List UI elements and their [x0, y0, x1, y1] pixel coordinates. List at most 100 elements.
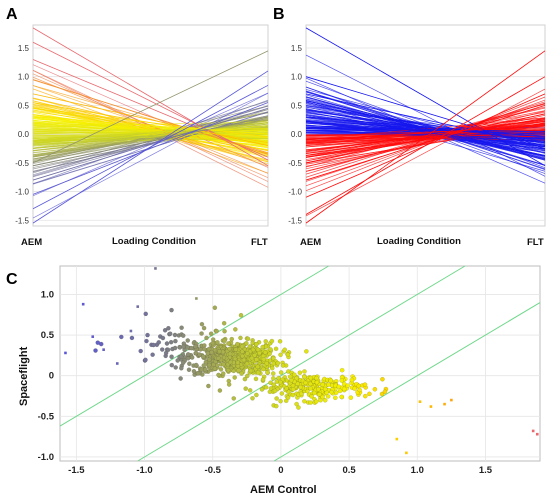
- panel-a-letter: A: [6, 6, 18, 23]
- data-point: [265, 370, 270, 375]
- data-point: [138, 348, 143, 354]
- data-point: [119, 334, 124, 340]
- data-point: [337, 388, 343, 394]
- data-point: [204, 335, 209, 341]
- y-tick-label: 1.0: [41, 289, 54, 300]
- data-point: [173, 338, 178, 344]
- x-tick-label: -1.5: [68, 465, 85, 476]
- y-tick-label: 0.5: [18, 101, 30, 110]
- panel-b-y-ticks: 1.5 1.0 0.5 0.0 -0.5 -1.0 -1.5: [288, 44, 302, 225]
- y-tick-label: 0.0: [18, 130, 30, 139]
- data-point: [357, 387, 362, 393]
- profile-line: [305, 100, 546, 156]
- data-point: [231, 368, 237, 374]
- data-point: [180, 360, 186, 366]
- data-point: [320, 382, 325, 387]
- data-point: [348, 395, 354, 400]
- panel-a-x-axis-label: Loading Condition: [112, 236, 196, 247]
- data-point: [248, 368, 254, 374]
- data-point: [178, 376, 183, 381]
- series-line: [305, 93, 546, 146]
- data-point: [322, 397, 328, 403]
- data-point: [200, 354, 206, 359]
- data-point: [301, 374, 307, 380]
- outlier-point: [535, 432, 539, 436]
- data-point: [308, 386, 313, 391]
- data-point: [160, 335, 166, 341]
- data-point: [253, 376, 259, 382]
- series-line: [305, 105, 546, 144]
- data-point: [93, 348, 98, 353]
- data-point: [314, 379, 320, 385]
- panel-c-letter: C: [6, 271, 18, 288]
- data-point: [205, 350, 211, 356]
- y-tick-label: 1.0: [18, 73, 30, 82]
- y-tick-label: 0.5: [41, 330, 55, 341]
- profile-line: [32, 137, 269, 143]
- data-point: [249, 355, 255, 361]
- series-line: [32, 102, 269, 195]
- data-point: [271, 376, 276, 381]
- data-point: [285, 352, 291, 357]
- data-point: [239, 344, 245, 349]
- data-point: [274, 396, 279, 401]
- data-point: [254, 357, 259, 362]
- data-point: [326, 382, 331, 387]
- data-point: [289, 377, 294, 383]
- x-tick-label: 0.5: [342, 465, 356, 476]
- profile-line: [32, 111, 269, 184]
- data-point: [212, 366, 218, 371]
- data-point: [143, 357, 148, 363]
- data-point: [273, 346, 279, 352]
- data-point: [166, 325, 171, 331]
- data-point: [260, 377, 266, 382]
- data-point: [328, 378, 333, 384]
- data-point: [201, 346, 207, 352]
- data-point: [318, 397, 323, 403]
- data-point: [242, 376, 248, 382]
- data-point: [214, 328, 219, 334]
- data-point: [244, 361, 250, 367]
- data-point: [372, 386, 378, 392]
- data-point: [238, 335, 243, 341]
- data-point: [227, 351, 233, 357]
- profile-line: [32, 124, 269, 137]
- data-point: [181, 344, 186, 349]
- data-point: [229, 336, 235, 342]
- profile-line: [305, 133, 546, 135]
- data-point: [380, 376, 385, 382]
- data-point: [211, 362, 216, 368]
- data-point: [362, 393, 368, 399]
- profile-line: [32, 129, 269, 134]
- data-point: [341, 386, 347, 392]
- data-point: [235, 360, 241, 365]
- data-point: [339, 367, 345, 373]
- data-point: [235, 341, 240, 347]
- data-point: [212, 305, 218, 311]
- data-point: [164, 341, 170, 346]
- panel-c-x-axis-label: AEM Control: [250, 484, 317, 496]
- series-line: [305, 50, 546, 224]
- data-point: [226, 341, 231, 346]
- y-tick-label: -1.0: [38, 452, 54, 463]
- data-point: [294, 401, 299, 407]
- data-point: [261, 366, 266, 372]
- data-point: [379, 391, 385, 397]
- panel-a-lines: [32, 27, 269, 224]
- outlier-point: [395, 437, 399, 441]
- data-point: [308, 400, 313, 405]
- data-point: [273, 403, 279, 409]
- data-point: [241, 357, 247, 363]
- outlier-point: [443, 402, 446, 406]
- data-point: [185, 344, 190, 350]
- data-point: [275, 360, 281, 366]
- x-tick-label: 1.0: [411, 465, 424, 476]
- outlier-point: [450, 398, 453, 402]
- data-point: [209, 349, 214, 355]
- data-point: [221, 320, 227, 326]
- data-point: [272, 388, 278, 394]
- data-point: [267, 351, 272, 357]
- series-line: [32, 41, 269, 161]
- data-point: [236, 368, 241, 373]
- data-point: [304, 349, 309, 354]
